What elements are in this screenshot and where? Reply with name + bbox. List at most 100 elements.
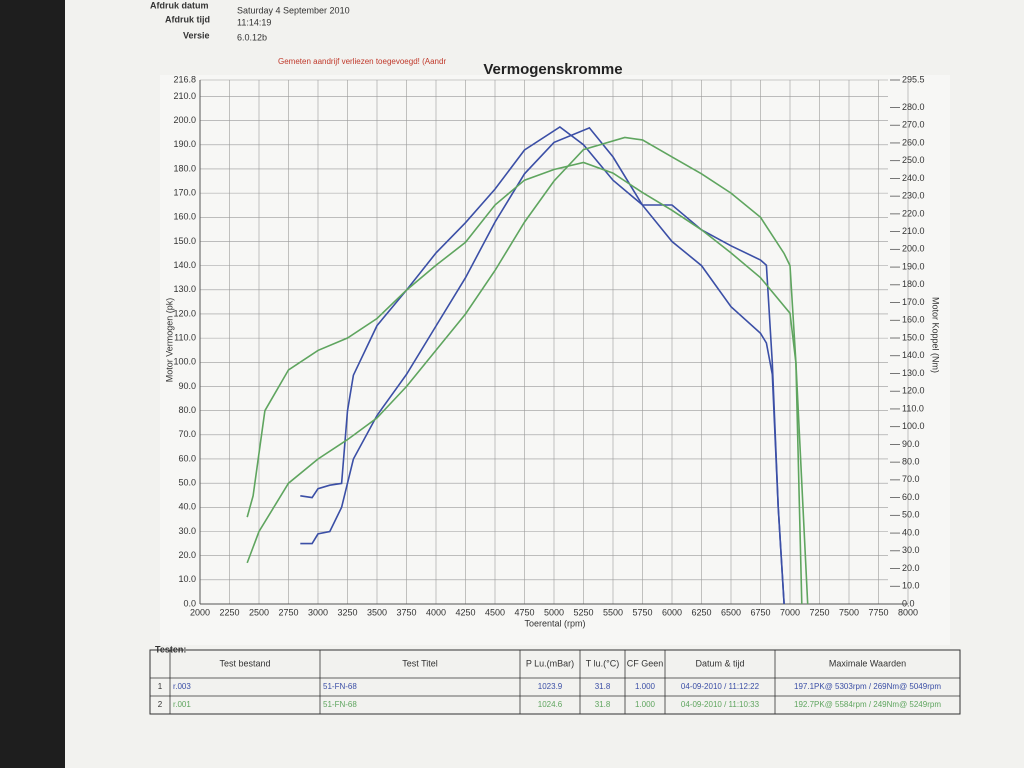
y2-tick-label: 230.0 [902,191,925,201]
y2-tick-label: 100.0 [902,421,925,431]
y-tick-label: 216.8 [173,74,196,84]
x-tick-label: 6750 [750,607,770,617]
field-value: 11:14:19 [237,17,271,27]
x-axis-label: Toerental (rpm) [524,618,585,628]
y-tick-label: 0.0 [183,598,196,608]
x-tick-label: 7500 [839,607,859,617]
x-tick-label: 3500 [367,607,387,617]
column-header: Maximale Waarden [829,658,906,668]
table-cell: 1.000 [635,700,656,709]
table-cell: 192.7PK@ 5584rpm / 249Nm@ 5249rpm [794,700,941,709]
y-tick-label: 110.0 [174,333,196,343]
y2-tick-label: 70.0 [902,474,920,484]
y2-tick-label: 60.0 [902,492,920,502]
x-tick-label: 7750 [868,607,888,617]
y2-tick-label: 180.0 [902,279,925,289]
y2-tick-label: 250.0 [902,155,925,165]
x-tick-label: 4250 [455,607,475,617]
x-tick-label: 5000 [544,607,564,617]
x-tick-label: 6500 [721,607,741,617]
field-label: Afdruk datum [150,0,209,10]
y2-tick-label: 150.0 [902,332,925,342]
y2-tick-label: 40.0 [902,527,920,537]
column-header: Test Titel [402,658,438,668]
data-line [300,126,785,605]
keyboard-background [0,0,75,768]
y2-tick-label: 140.0 [902,350,925,360]
table-caption: Testen: [155,644,186,654]
y-tick-label: 30.0 [178,526,196,536]
chart-subtitle: Gemeten aandrijf verliezen toegevoegd! (… [278,57,446,66]
table-cell: r.003 [173,682,191,691]
y-tick-label: 190.0 [173,139,196,149]
y2-tick-label: 260.0 [902,137,925,147]
y2-tick-label: 50.0 [902,510,920,520]
table-cell: 51-FN-68 [323,682,357,691]
column-header: CF Geen [627,658,664,668]
table-cell: 2 [158,700,163,709]
x-tick-label: 6000 [662,607,682,617]
x-tick-label: 5750 [632,607,652,617]
field-value: 6.0.12b [237,32,267,42]
table-cell: 1023.9 [538,682,563,691]
table-cell: 1 [158,682,163,691]
y2-tick-label: 90.0 [902,439,920,449]
x-tick-label: 3750 [396,607,416,617]
y2-tick-label: 160.0 [902,315,925,325]
y-tick-label: 180.0 [173,163,196,173]
column-header: Test bestand [219,658,270,668]
x-tick-label: 5250 [573,607,593,617]
y-tick-label: 70.0 [178,429,196,439]
y2-tick-label: 80.0 [902,457,920,467]
y2-tick-label: 110.0 [902,403,924,413]
x-tick-label: 7000 [780,607,800,617]
y-tick-label: 40.0 [178,502,196,512]
x-tick-label: 4500 [485,607,505,617]
y-tick-label: 210.0 [173,91,196,101]
table-cell: 51-FN-68 [323,700,357,709]
table-cell: 31.8 [595,700,611,709]
table-cell: 04-09-2010 / 11:10:33 [681,700,760,709]
y-tick-label: 60.0 [178,453,196,463]
y-tick-label: 170.0 [173,187,196,197]
y-tick-label: 200.0 [173,115,196,125]
column-header: P Lu.(mBar) [526,658,574,668]
table-cell: r.001 [173,700,191,709]
y-tick-label: 130.0 [173,284,196,294]
y-tick-label: 150.0 [173,236,196,246]
y2-tick-label: 220.0 [902,208,925,218]
y2-tick-label: 30.0 [902,545,920,555]
x-tick-label: 2500 [249,607,269,617]
table-cell: 31.8 [595,682,611,691]
x-tick-label: 6250 [691,607,711,617]
plot-background [160,75,950,645]
y2-tick-label: 190.0 [902,261,925,271]
y-tick-label: 160.0 [173,212,196,222]
y2-tick-label: 210.0 [902,226,925,236]
y-tick-label: 80.0 [178,405,196,415]
table-cell: 1024.6 [538,700,563,709]
x-tick-label: 3250 [337,607,357,617]
field-label: Afdruk tijd [165,14,210,24]
y-tick-label: 120.0 [173,308,196,318]
table-border [149,649,961,715]
y2-tick-label: 170.0 [902,297,925,307]
y2-axis-label: Motor Koppel (Nm) [931,297,941,373]
y2-tick-label: 280.0 [902,102,925,112]
x-tick-label: 4750 [514,607,534,617]
results-table: Test bestand Test Titel P Lu.(mBar) T lu.(°… [149,649,961,715]
y2-tick-label: 20.0 [902,563,920,573]
y2-tick-label: 240.0 [902,173,925,183]
x-tick-label: 2750 [278,607,298,617]
y2-tick-label: 130.0 [902,368,925,378]
y2-tick-label: 10.0 [902,581,920,591]
chart-title: Vermogenskromme [483,61,622,78]
x-tick-label: 8000 [898,607,918,617]
y-tick-label: 10.0 [178,574,196,584]
y2-tick-label: 200.0 [902,244,925,254]
table-cell: 197.1PK@ 5303rpm / 269Nm@ 5049rpm [794,682,941,691]
y2-tick-label: 120.0 [902,386,925,396]
x-tick-label: 5500 [603,607,623,617]
y2-tick-label: 0.0 [902,598,915,608]
